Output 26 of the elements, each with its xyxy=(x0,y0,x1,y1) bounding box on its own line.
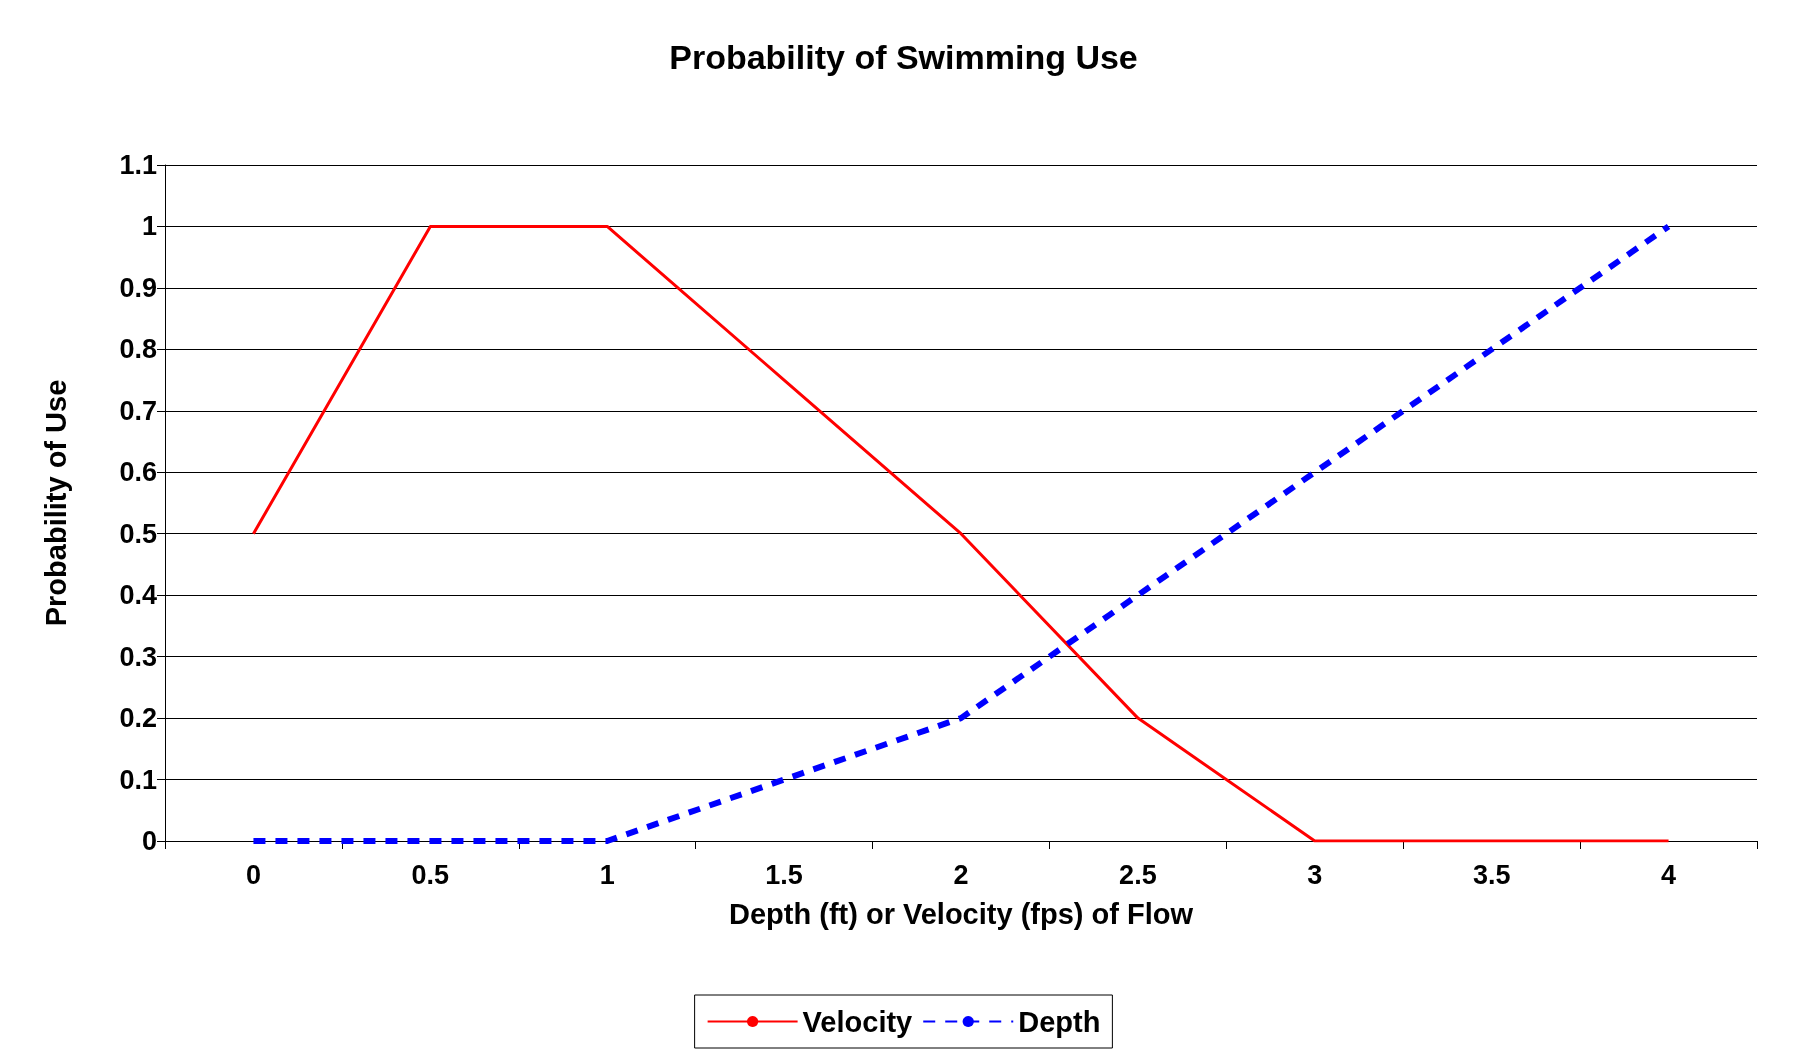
y-tick-label: 0.3 xyxy=(119,641,157,672)
y-tick-label: 0.8 xyxy=(119,334,157,365)
y-tick-label: 0.9 xyxy=(119,272,157,303)
x-tick-label: 2.5 xyxy=(1119,859,1157,890)
x-tick-label: 3 xyxy=(1307,859,1323,890)
legend-label: Depth xyxy=(1018,1005,1101,1038)
x-tick-label: 1.5 xyxy=(765,859,803,890)
x-tick-label: 2 xyxy=(953,859,969,890)
y-tick-label: 0.6 xyxy=(119,457,157,488)
x-axis-title: Depth (ft) or Velocity (fps) of Flow xyxy=(729,897,1194,930)
y-tick-label: 0.2 xyxy=(119,703,157,734)
x-tick-label: 0.5 xyxy=(411,859,450,890)
y-tick-label: 1.1 xyxy=(119,150,157,180)
x-tick-label: 4 xyxy=(1661,859,1677,890)
x-tick-label: 3.5 xyxy=(1472,859,1511,890)
y-tick-label: 0.4 xyxy=(119,580,157,611)
y-tick-label: 0 xyxy=(141,826,157,856)
y-tick-label: 0.5 xyxy=(119,518,157,549)
y-tick-label: 0.7 xyxy=(119,395,157,426)
y-axis-title: Probability of Use xyxy=(39,379,72,627)
x-tick-label: 0 xyxy=(245,859,261,890)
legend-label: Velocity xyxy=(802,1005,913,1038)
chart-title: Probability of Swimming Use xyxy=(669,38,1138,76)
y-tick-label: 0.1 xyxy=(119,764,157,795)
y-tick-label: 1 xyxy=(141,211,157,242)
x-tick-label: 1 xyxy=(599,859,615,890)
